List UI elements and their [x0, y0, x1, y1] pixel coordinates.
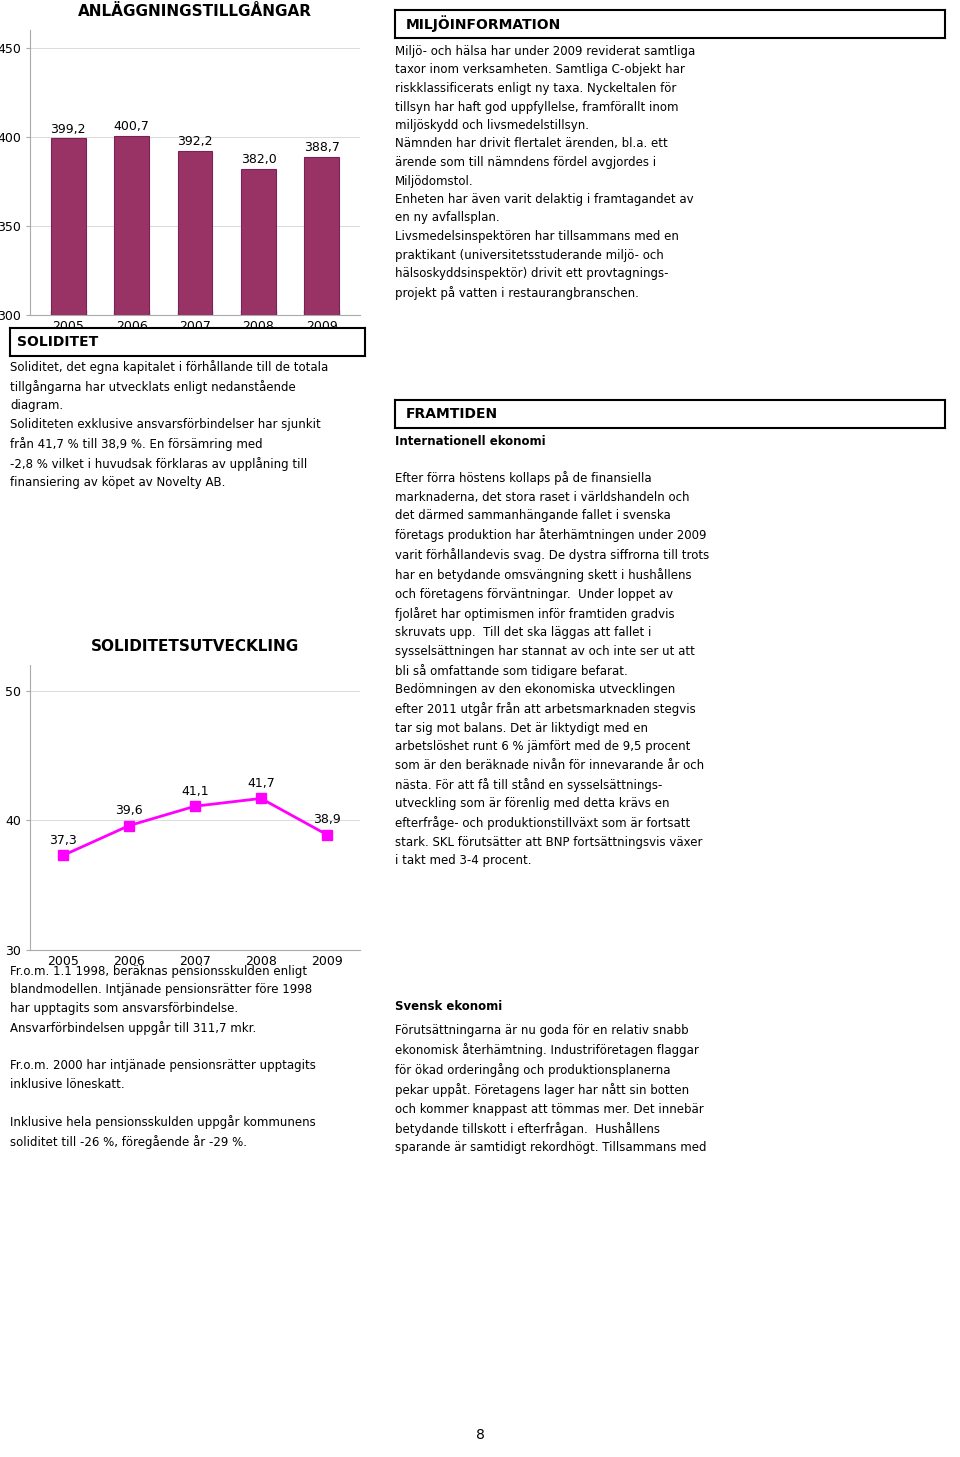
Text: 382,0: 382,0: [241, 153, 276, 166]
Text: 38,9: 38,9: [313, 813, 341, 826]
Bar: [241, 310, 276, 315]
Text: MILJÖINFORMATION: MILJÖINFORMATION: [406, 16, 562, 32]
Text: Soliditet, det egna kapitalet i förhållande till de totala
tillgångarna har utve: Soliditet, det egna kapitalet i förhålla…: [10, 360, 328, 490]
Bar: [114, 310, 149, 315]
Text: 41,1: 41,1: [181, 785, 209, 798]
Text: 400,7: 400,7: [113, 119, 150, 133]
Text: Efter förra höstens kollaps på de finansiella
marknaderna, det stora raset i vär: Efter förra höstens kollaps på de finans…: [395, 472, 709, 867]
Text: Miljö- och hälsa har under 2009 reviderat samtliga
taxor inom verksamheten. Samt: Miljö- och hälsa har under 2009 revidera…: [395, 45, 695, 300]
Text: 8: 8: [475, 1428, 485, 1442]
Text: 37,3: 37,3: [49, 833, 77, 847]
Text: Förutsättningarna är nu goda för en relativ snabb
ekonomisk återhämtning. Indust: Förutsättningarna är nu goda för en rela…: [395, 1024, 707, 1154]
Bar: [114, 136, 149, 849]
Bar: [51, 138, 85, 849]
Bar: [51, 310, 85, 315]
Bar: [304, 157, 340, 849]
Text: Internationell ekonomi: Internationell ekonomi: [395, 436, 545, 447]
Bar: [241, 169, 276, 849]
Text: SOLIDITET: SOLIDITET: [17, 335, 98, 350]
Bar: [178, 310, 212, 315]
Text: FRAMTIDEN: FRAMTIDEN: [406, 407, 498, 421]
Title: SOLIDITETSUTVECKLING: SOLIDITETSUTVECKLING: [91, 640, 300, 654]
Text: 399,2: 399,2: [50, 122, 85, 136]
Text: Fr.o.m. 1.1 1998, beräknas pensionsskulden enligt
blandmodellen. Intjänade pensi: Fr.o.m. 1.1 1998, beräknas pensionsskuld…: [10, 965, 316, 1150]
Text: 41,7: 41,7: [247, 777, 275, 790]
Bar: [304, 310, 340, 315]
Text: 392,2: 392,2: [178, 136, 213, 149]
Text: Svensk ekonomi: Svensk ekonomi: [395, 1000, 502, 1013]
Text: 39,6: 39,6: [115, 804, 143, 817]
Bar: [178, 150, 212, 849]
Title: ANLÄGGNINGSTILLGÅNGAR: ANLÄGGNINGSTILLGÅNGAR: [78, 4, 312, 19]
Text: 388,7: 388,7: [304, 141, 340, 154]
